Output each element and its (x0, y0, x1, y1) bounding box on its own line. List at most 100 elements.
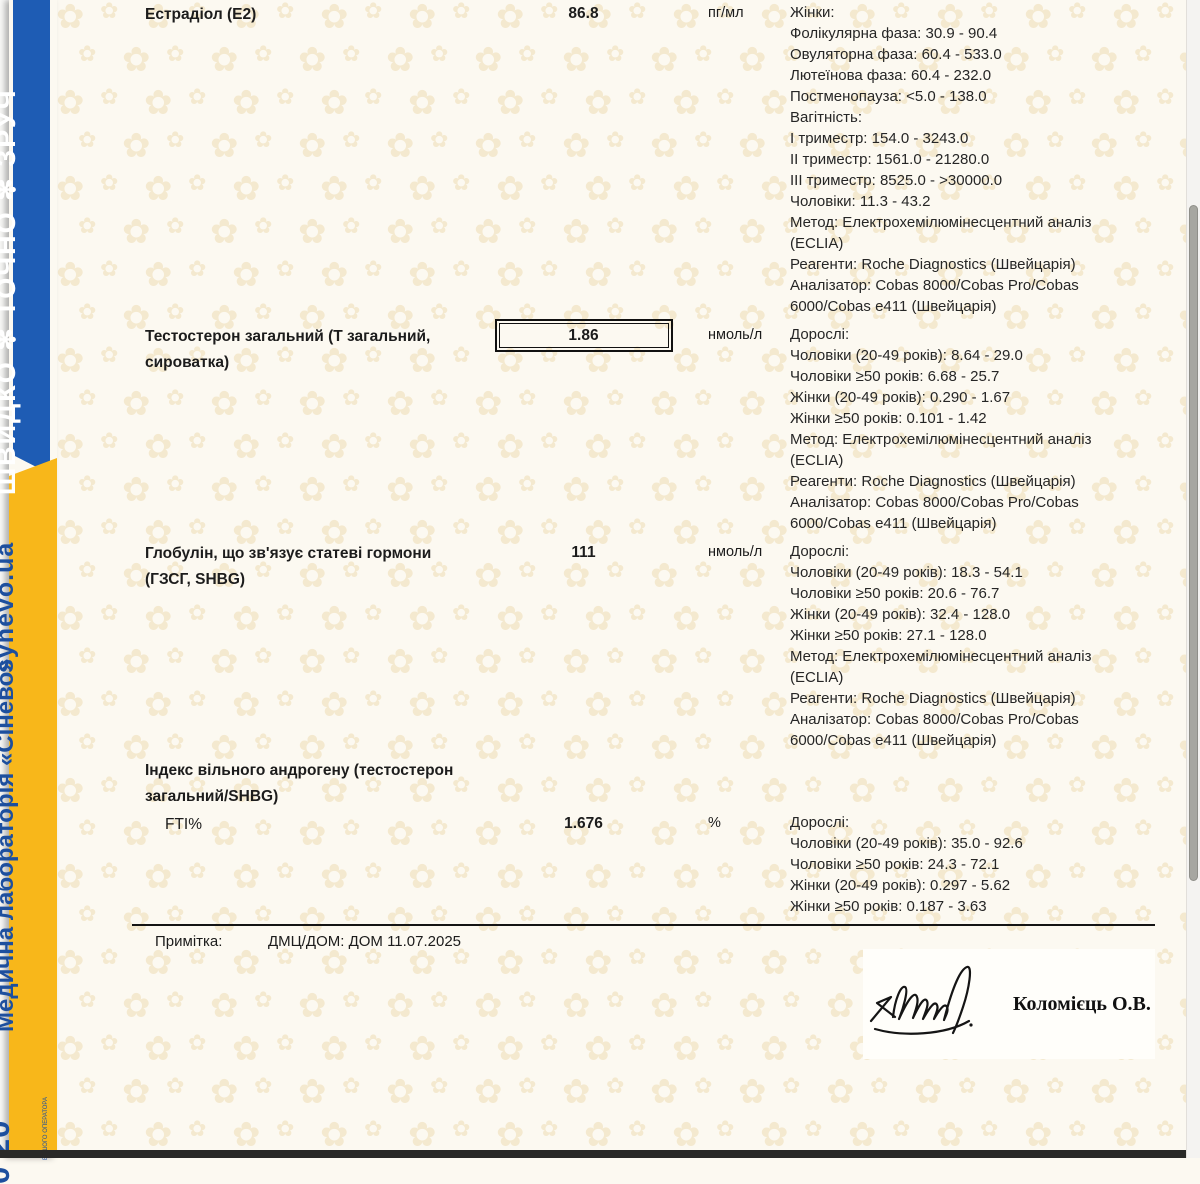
pattern-flower-icon: ✿ (1112, 428, 1141, 466)
pattern-flower-icon: ✿ (56, 342, 85, 380)
pattern-flower-icon: ✿ (650, 127, 679, 165)
pattern-flower-icon: ✿ (188, 0, 207, 23)
pattern-flower-icon: ✿ (826, 385, 855, 423)
pattern-flower-icon: ✿ (1002, 385, 1031, 423)
reference-line: Аналізатор: Cobas 8000/Cobas Pro/Cobas 6… (790, 711, 1079, 749)
pattern-flower-icon: ✿ (584, 84, 613, 122)
pattern-flower-icon: ✿ (408, 600, 437, 638)
pattern-flower-icon: ✿ (892, 514, 911, 539)
pattern-flower-icon: ✿ (276, 342, 295, 367)
pattern-flower-icon: ✿ (232, 84, 261, 122)
pattern-flower-icon: ✿ (232, 944, 261, 982)
pattern-flower-icon: ✿ (364, 342, 383, 367)
reference-line: Чоловіки ≥50 років: 6.68 - 25.7 (790, 368, 1000, 385)
pattern-flower-icon: ✿ (298, 127, 327, 165)
pattern-flower-icon: ✿ (1068, 342, 1087, 367)
pattern-flower-icon: ✿ (980, 84, 999, 109)
pattern-flower-icon: ✿ (210, 299, 239, 337)
pattern-flower-icon: ✿ (914, 643, 943, 681)
pattern-flower-icon: ✿ (804, 170, 823, 195)
pattern-flower-icon: ✿ (1156, 1030, 1175, 1055)
pattern-flower-icon: ✿ (760, 772, 789, 810)
pattern-flower-icon: ✿ (518, 557, 537, 582)
pattern-flower-icon: ✿ (826, 557, 855, 595)
pattern-flower-icon: ✿ (892, 772, 911, 797)
pattern-flower-icon: ✿ (562, 729, 591, 767)
pattern-flower-icon: ✿ (1134, 643, 1153, 668)
pattern-flower-icon: ✿ (518, 41, 537, 66)
scrollbar-thumb[interactable] (1189, 205, 1198, 881)
pattern-flower-icon: ✿ (804, 84, 823, 109)
pattern-flower-icon: ✿ (672, 514, 701, 552)
pattern-flower-icon: ✿ (122, 643, 151, 681)
pattern-flower-icon: ✿ (826, 127, 855, 165)
pattern-flower-icon: ✿ (452, 0, 471, 23)
pattern-flower-icon: ✿ (650, 987, 679, 1025)
pattern-flower-icon: ✿ (276, 256, 295, 281)
pattern-flower-icon: ✿ (540, 858, 559, 883)
pattern-flower-icon: ✿ (936, 858, 965, 896)
pattern-flower-icon: ✿ (540, 514, 559, 539)
pattern-flower-icon: ✿ (452, 342, 471, 367)
pattern-flower-icon: ✿ (122, 385, 151, 423)
pattern-flower-icon: ✿ (320, 514, 349, 552)
pattern-flower-icon: ✿ (386, 815, 415, 853)
pattern-flower-icon: ✿ (1068, 428, 1087, 453)
pattern-flower-icon: ✿ (166, 557, 185, 582)
pattern-flower-icon: ✿ (518, 1073, 537, 1098)
pattern-flower-icon: ✿ (958, 213, 977, 238)
pattern-flower-icon: ✿ (232, 600, 261, 638)
pattern-flower-icon: ✿ (672, 858, 701, 896)
pattern-flower-icon: ✿ (364, 944, 383, 969)
pattern-flower-icon: ✿ (122, 299, 151, 337)
pattern-flower-icon: ✿ (78, 987, 97, 1012)
pattern-flower-icon: ✿ (276, 944, 295, 969)
pattern-flower-icon: ✿ (738, 213, 767, 251)
pattern-flower-icon: ✿ (958, 41, 977, 66)
pattern-flower-icon: ✿ (364, 256, 383, 281)
pattern-flower-icon: ✿ (122, 213, 151, 251)
page-left-edge (0, 0, 9, 1158)
pattern-flower-icon: ✿ (254, 815, 273, 840)
pattern-flower-icon: ✿ (232, 0, 261, 36)
reference-line: Овуляторна фаза: 60.4 - 533.0 (790, 46, 1002, 63)
pattern-flower-icon: ✿ (496, 686, 525, 724)
pattern-flower-icon: ✿ (78, 815, 97, 840)
pattern-flower-icon: ✿ (1156, 600, 1175, 625)
pattern-flower-icon: ✿ (804, 0, 823, 23)
pattern-flower-icon: ✿ (144, 514, 173, 552)
pattern-flower-icon: ✿ (1178, 731, 1186, 765)
pattern-flower-icon: ✿ (1090, 299, 1119, 337)
pattern-flower-icon: ✿ (166, 815, 185, 840)
pattern-flower-icon: ✿ (474, 729, 503, 767)
pattern-flower-icon: ✿ (430, 901, 449, 926)
pattern-flower-icon: ✿ (144, 170, 173, 208)
pattern-flower-icon: ✿ (144, 0, 173, 36)
reference-line: Метод: Електрохемілюмінесцентний аналіз … (790, 431, 1092, 469)
pattern-flower-icon: ✿ (694, 471, 713, 496)
pattern-flower-icon: ✿ (672, 1116, 701, 1150)
reference-line: Реагенти: Roche Diagnostics (Швейцарія) (790, 256, 1076, 273)
pattern-flower-icon: ✿ (1024, 600, 1053, 638)
pattern-flower-icon: ✿ (100, 600, 119, 625)
pattern-flower-icon: ✿ (56, 256, 85, 294)
pattern-flower-icon: ✿ (892, 686, 911, 711)
pattern-flower-icon: ✿ (56, 600, 85, 638)
pattern-flower-icon: ✿ (540, 1030, 559, 1055)
pattern-flower-icon: ✿ (232, 256, 261, 294)
scrollbar-track[interactable] (1186, 0, 1200, 1158)
note-label: Примітка: (155, 933, 223, 950)
pattern-flower-icon: ✿ (144, 428, 173, 466)
pattern-flower-icon: ✿ (826, 815, 855, 853)
pattern-flower-icon: ✿ (958, 127, 977, 152)
pattern-flower-icon: ✿ (276, 514, 295, 539)
pattern-flower-icon: ✿ (650, 385, 679, 423)
pattern-flower-icon: ✿ (782, 299, 801, 324)
pattern-flower-icon: ✿ (100, 944, 119, 969)
pattern-flower-icon: ✿ (452, 686, 471, 711)
pattern-flower-icon: ✿ (254, 1073, 273, 1098)
analyte-name: Тестостерон загальний (Т загальний, сиро… (145, 328, 431, 371)
reference-line: Аналізатор: Cobas 8000/Cobas Pro/Cobas 6… (790, 494, 1079, 532)
pattern-flower-icon: ✿ (276, 600, 295, 625)
pattern-flower-icon: ✿ (276, 858, 295, 883)
